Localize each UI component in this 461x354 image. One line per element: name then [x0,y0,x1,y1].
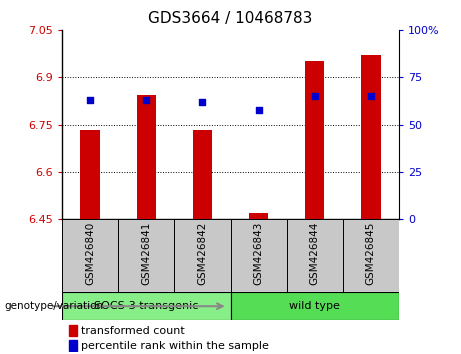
Point [199,99,206,105]
Bar [69,325,77,336]
Text: GSM426842: GSM426842 [197,222,207,285]
Text: GSM426844: GSM426844 [310,222,319,285]
Point [87,97,94,103]
Text: GSM426841: GSM426841 [142,222,151,285]
Point [255,107,262,113]
Text: GSM426843: GSM426843 [254,222,264,285]
Bar [249,212,268,219]
Text: GSM426840: GSM426840 [85,222,95,285]
Bar [193,130,212,219]
FancyBboxPatch shape [62,292,230,320]
FancyBboxPatch shape [230,292,399,320]
Point [142,97,150,103]
Text: percentile rank within the sample: percentile rank within the sample [81,341,269,350]
Text: genotype/variation: genotype/variation [5,301,104,311]
Bar [69,340,77,351]
Text: transformed count: transformed count [81,326,184,336]
Bar [361,55,380,219]
Title: GDS3664 / 10468783: GDS3664 / 10468783 [148,11,313,26]
Point [367,93,374,99]
Bar [81,130,100,219]
Bar [305,61,325,219]
Text: GSM426845: GSM426845 [366,222,376,285]
Text: wild type: wild type [289,301,340,311]
Point [311,93,318,99]
Bar [136,95,156,219]
Text: SOCS-3 transgenic: SOCS-3 transgenic [94,301,199,311]
